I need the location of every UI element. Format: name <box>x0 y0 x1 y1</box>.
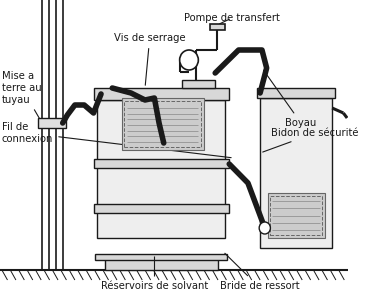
Bar <box>94 204 229 213</box>
Text: Bride de ressort: Bride de ressort <box>220 281 300 291</box>
Bar <box>122 98 204 150</box>
Bar <box>270 196 322 235</box>
Text: Fil de
connexion: Fil de connexion <box>2 122 231 158</box>
Bar <box>96 254 227 260</box>
Text: Pompe de transfert: Pompe de transfert <box>184 13 280 24</box>
Bar <box>260 98 332 248</box>
Circle shape <box>180 50 198 70</box>
Text: Boyau: Boyau <box>264 70 317 128</box>
Bar <box>94 88 229 100</box>
Bar <box>182 80 215 88</box>
Bar <box>125 101 201 147</box>
Bar <box>105 256 218 270</box>
Text: Vis de serrage: Vis de serrage <box>114 33 186 85</box>
Bar <box>267 193 325 238</box>
Text: Mise a
terre au
tuyau: Mise a terre au tuyau <box>2 72 42 121</box>
Bar <box>94 159 229 168</box>
Text: Bidon de sécurité: Bidon de sécurité <box>263 128 359 152</box>
Bar <box>38 118 67 128</box>
Bar <box>257 88 335 98</box>
Text: Réservoirs de solvant: Réservoirs de solvant <box>101 281 208 291</box>
Bar <box>209 24 225 30</box>
Bar <box>97 100 225 238</box>
Circle shape <box>259 222 270 234</box>
